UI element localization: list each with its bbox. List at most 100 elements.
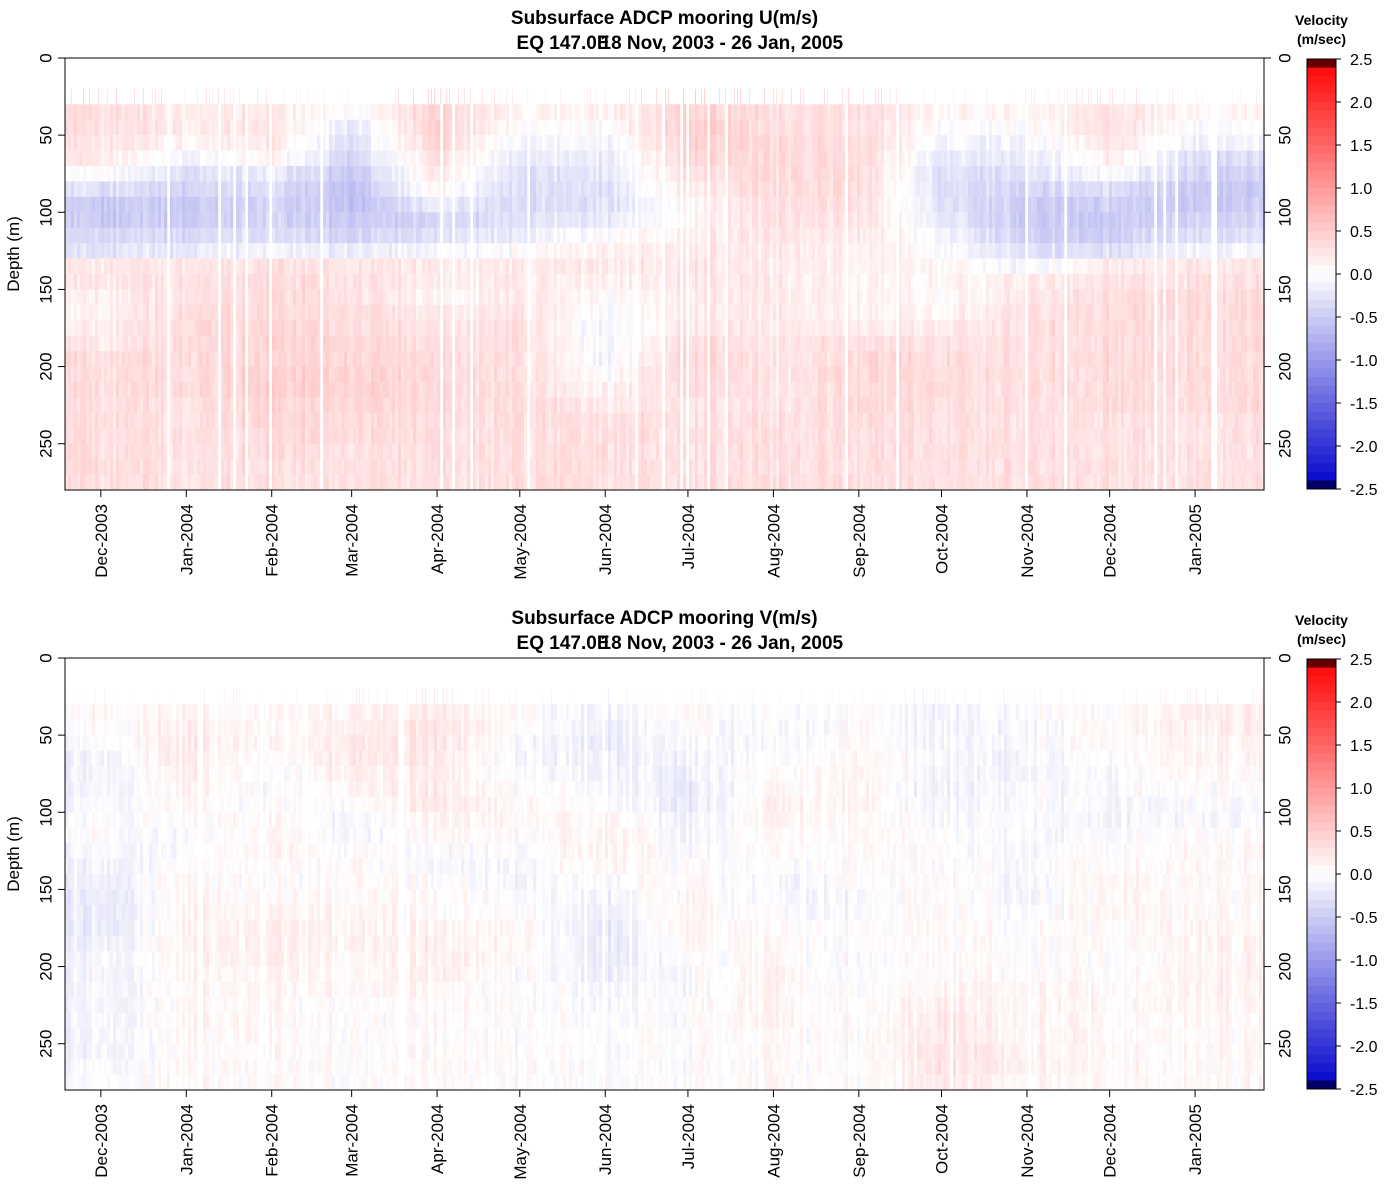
heatmap-cell	[614, 305, 617, 321]
heatmap-cell	[383, 228, 386, 244]
heatmap-cell	[227, 212, 230, 228]
heatmap-cell	[164, 367, 167, 383]
heatmap-cell	[494, 459, 497, 475]
heatmap-cell	[68, 104, 71, 120]
heatmap-cell	[446, 243, 449, 259]
heatmap-cell	[539, 151, 542, 167]
heatmap-cell	[329, 243, 332, 259]
heatmap-cell	[404, 459, 407, 475]
heatmap-cell	[608, 120, 611, 136]
heatmap-cell	[71, 382, 74, 398]
heatmap-cell	[170, 397, 173, 413]
heatmap-cell	[176, 166, 179, 182]
heatmap-cell	[239, 228, 242, 244]
heatmap-cell	[239, 259, 242, 275]
heatmap-cell	[155, 305, 158, 321]
heatmap-cell	[314, 320, 317, 336]
heatmap-cell	[278, 320, 281, 336]
heatmap-cell	[224, 459, 227, 475]
heatmap-cell	[383, 382, 386, 398]
heatmap-cell	[449, 382, 452, 398]
heatmap-cell	[563, 320, 566, 336]
heatmap-cell	[443, 289, 446, 305]
heatmap-cell	[521, 197, 524, 213]
heatmap-cell	[371, 259, 374, 275]
heatmap-cell	[641, 289, 644, 305]
heatmap-cell	[626, 135, 629, 151]
heatmap-cell	[323, 120, 326, 136]
heatmap-cell	[80, 351, 83, 367]
heatmap-cell	[677, 428, 680, 444]
heatmap-cell	[446, 305, 449, 321]
heatmap-cell	[104, 104, 107, 120]
heatmap-cell	[209, 151, 212, 167]
heatmap-cell	[290, 104, 293, 120]
heatmap-cell	[317, 397, 320, 413]
heatmap-cell	[413, 459, 416, 475]
heatmap-cell	[251, 397, 254, 413]
heatmap-cell	[326, 289, 329, 305]
heatmap-cell	[329, 475, 332, 491]
heatmap-cell	[464, 397, 467, 413]
heatmap-cell	[317, 120, 320, 136]
heatmap-cell	[692, 151, 695, 167]
heatmap-cell	[308, 459, 311, 475]
heatmap-cell	[374, 104, 377, 120]
heatmap-cell	[173, 212, 176, 228]
heatmap-cell	[683, 336, 686, 352]
heatmap-cell	[347, 351, 350, 367]
heatmap-cell	[614, 428, 617, 444]
heatmap-cell	[293, 243, 296, 259]
heatmap-cell	[308, 382, 311, 398]
heatmap-cell	[599, 181, 602, 197]
heatmap-cell	[296, 243, 299, 259]
heatmap-cell	[404, 382, 407, 398]
heatmap-cell	[86, 428, 89, 444]
heatmap-cell	[491, 336, 494, 352]
heatmap-cell	[215, 166, 218, 182]
heatmap-cell	[545, 475, 548, 491]
heatmap-cell	[185, 197, 188, 213]
heatmap-cell	[485, 228, 488, 244]
heatmap-cell	[389, 289, 392, 305]
heatmap-cell	[74, 320, 77, 336]
heatmap-cell	[242, 197, 245, 213]
heatmap-cell	[92, 212, 95, 228]
heatmap-cell	[236, 274, 239, 290]
heatmap-cell	[356, 351, 359, 367]
heatmap-cell	[206, 428, 209, 444]
heatmap-cell	[86, 351, 89, 367]
heatmap-cell	[281, 151, 284, 167]
heatmap-cell	[380, 444, 383, 460]
heatmap-cell	[446, 413, 449, 429]
heatmap-cell	[272, 459, 275, 475]
heatmap-cell	[509, 305, 512, 321]
heatmap-cell	[467, 243, 470, 259]
heatmap-cell	[212, 151, 215, 167]
heatmap-cell	[293, 274, 296, 290]
heatmap-cell	[551, 151, 554, 167]
heatmap-cell	[365, 320, 368, 336]
heatmap-cell	[425, 397, 428, 413]
heatmap-cell	[200, 397, 203, 413]
heatmap-cell	[230, 120, 233, 136]
heatmap-cell	[677, 259, 680, 275]
heatmap-cell	[482, 120, 485, 136]
heatmap-cell	[425, 459, 428, 475]
heatmap-cell	[494, 259, 497, 275]
heatmap-cell	[428, 367, 431, 383]
heatmap-cell	[191, 135, 194, 151]
heatmap-cell	[371, 475, 374, 491]
heatmap-cell	[617, 197, 620, 213]
heatmap-cell	[152, 104, 155, 120]
heatmap-cell	[599, 397, 602, 413]
heatmap-cell	[275, 367, 278, 383]
heatmap-cell	[560, 397, 563, 413]
heatmap-cell	[443, 367, 446, 383]
heatmap-cell	[482, 151, 485, 167]
heatmap-cell	[491, 351, 494, 367]
heatmap-cell	[695, 274, 698, 290]
heatmap-cell	[386, 104, 389, 120]
heatmap-cell	[545, 181, 548, 197]
heatmap-cell	[215, 305, 218, 321]
